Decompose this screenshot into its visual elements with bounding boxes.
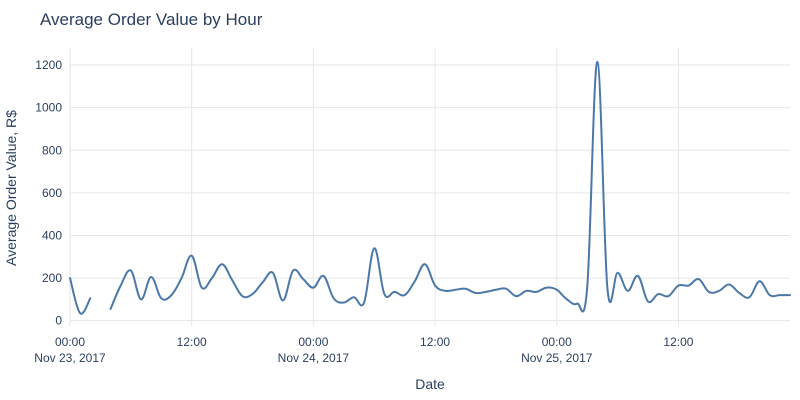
x-tick-label: 12:00 [177,335,207,349]
y-tick-label: 800 [42,143,62,157]
x-tick-label: 12:00 [420,335,450,349]
y-tick-label: 400 [42,228,62,242]
y-axis-ticks: 0 200 400 600 800 1000 1200 [35,58,62,328]
x-tick-date-label: Nov 23, 2017 [34,351,106,365]
x-tick-label: 12:00 [663,335,693,349]
y-tick-label: 0 [55,314,62,328]
series-line-segment [109,60,791,313]
grid-lines [69,48,790,326]
x-tick-date-label: Nov 25, 2017 [521,351,593,365]
y-tick-label: 600 [42,186,62,200]
x-tick-date-label: Nov 24, 2017 [278,351,350,365]
y-tick-label: 1200 [35,58,62,72]
y-tick-label: 1000 [35,101,62,115]
y-tick-label: 200 [42,271,62,285]
x-axis-ticks: 00:00 Nov 23, 2017 12:00 00:00 Nov 24, 2017 1… [34,335,693,365]
x-tick-label: 00:00 [298,335,328,349]
y-axis-title: Average Order Value, R$ [3,110,19,266]
x-tick-label: 00:00 [55,335,85,349]
x-axis-title: Date [415,376,445,392]
series-line [69,60,791,315]
x-tick-label: 00:00 [542,335,572,349]
series-line-segment [69,277,92,315]
chart-title: Average Order Value by Hour [40,10,263,29]
